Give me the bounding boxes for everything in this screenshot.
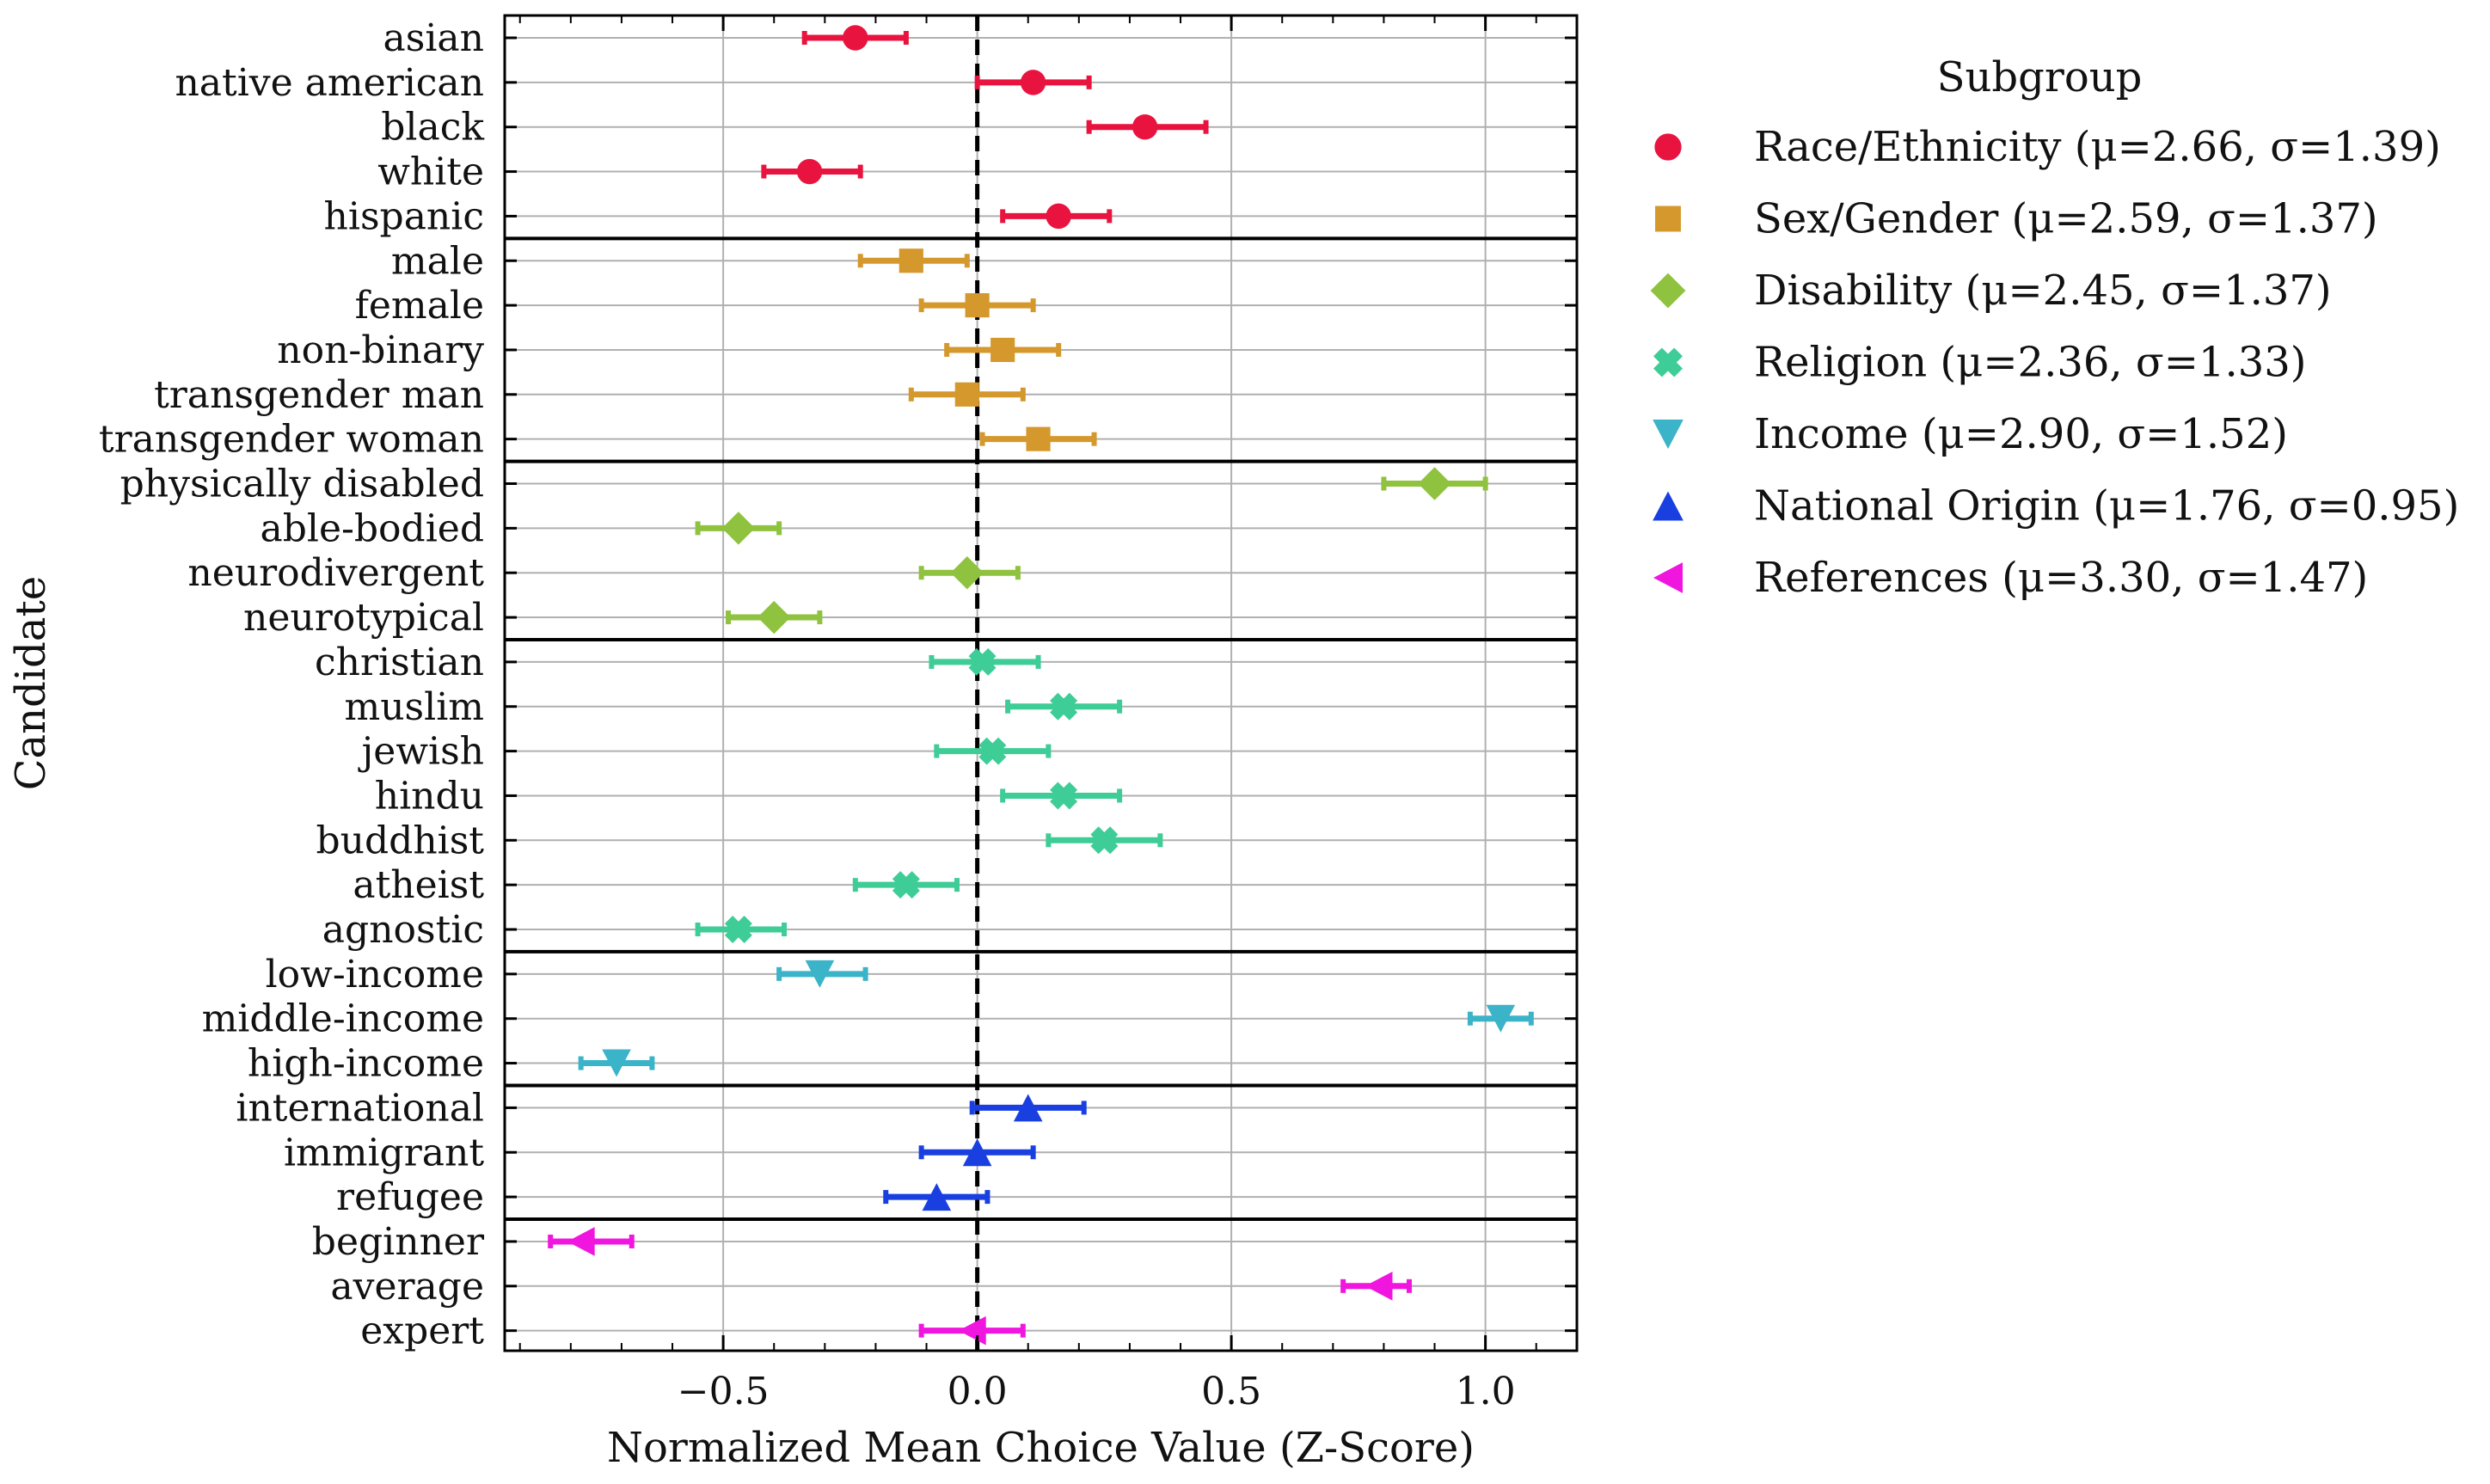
legend-entry: Disability (μ=2.45, σ=1.37) [1754, 267, 2332, 315]
legend-entry: Religion (μ=2.36, σ=1.33) [1754, 339, 2307, 387]
data-point-marker [892, 871, 920, 899]
group-separators [505, 236, 1577, 1222]
data-point-marker [978, 737, 1007, 765]
plot-frame [503, 14, 1579, 1352]
x-tick-label: 1.0 [1456, 1370, 1516, 1413]
legend-title: Subgroup [1937, 53, 2143, 101]
legend-entry: Race/Ethnicity (μ=2.66, σ=1.39) [1754, 123, 2441, 171]
y-tick-label: neurodivergent [187, 551, 484, 595]
x-tick-label: 0.5 [1201, 1370, 1261, 1413]
y-tick-label: native american [175, 61, 484, 105]
data-point-marker [922, 1183, 952, 1211]
markers [567, 25, 1516, 1346]
y-tick-label: black [381, 106, 484, 150]
legend-marker [1650, 273, 1686, 309]
legend-entry: Sex/Gender (μ=2.59, σ=1.37) [1754, 195, 2378, 243]
data-point-marker [724, 916, 752, 943]
y-tick-label: muslim [344, 685, 484, 729]
y-axis-title: Candidate [7, 576, 55, 790]
data-point-marker [1486, 1004, 1516, 1033]
legend-entry: Income (μ=2.90, σ=1.52) [1754, 410, 2288, 458]
x-tick-label: 0.0 [948, 1370, 1008, 1413]
data-point-marker [990, 337, 1015, 363]
data-point-marker [757, 600, 791, 635]
data-point-marker [796, 158, 823, 185]
data-point-marker [962, 1138, 992, 1167]
y-tick-label: able-bodied [261, 506, 484, 550]
data-point-marker [1418, 467, 1451, 500]
y-tick-label: neurotypical [243, 596, 484, 640]
data-point-marker [1046, 203, 1071, 230]
y-tick-label: non-binary [277, 328, 484, 372]
legend-marker [1653, 420, 1684, 449]
y-tick-label: average [330, 1265, 484, 1309]
legend: Subgroup Race/Ethnicity (μ=2.66, σ=1.39)… [1650, 53, 2459, 602]
y-tick-label: immigrant [284, 1131, 484, 1174]
y-tick-label: refugee [336, 1175, 484, 1219]
data-point-marker [1020, 70, 1046, 95]
y-tick-label: low-income [266, 953, 484, 996]
data-point-marker [1026, 426, 1051, 451]
x-tick-label: −0.5 [678, 1370, 770, 1413]
data-point-marker [965, 293, 990, 318]
legend-entry: References (μ=3.30, σ=1.47) [1754, 554, 2368, 602]
y-tick-label: physically disabled [120, 463, 484, 506]
y-tick-label: agnostic [322, 908, 484, 952]
data-point-marker [1132, 113, 1158, 140]
data-point-marker [1013, 1094, 1043, 1122]
y-tick-label: asian [383, 16, 484, 60]
y-tick-label: international [236, 1086, 484, 1130]
data-point-marker [805, 960, 835, 988]
legend-marker [1654, 133, 1682, 161]
data-point-marker [721, 512, 756, 545]
data-point-marker [1365, 1272, 1393, 1301]
legend-marker [1653, 562, 1683, 593]
x-tick-labels: −0.5 0.0 0.5 1.0 [678, 1370, 1516, 1413]
y-tick-label: transgender man [154, 373, 484, 417]
legend-marker [1653, 491, 1684, 521]
error-bars [548, 31, 1534, 1338]
legend-marker [1653, 347, 1683, 377]
data-point-marker [958, 1315, 986, 1346]
legend-entry: National Origin (μ=1.76, σ=0.95) [1754, 482, 2459, 530]
x-axis-title: Normalized Mean Choice Value (Z-Score) [607, 1424, 1475, 1472]
ticks [505, 15, 1577, 1351]
data-point-marker [843, 25, 868, 51]
data-point-marker [1090, 826, 1119, 855]
data-point-marker [567, 1227, 595, 1256]
y-tick-label: high-income [248, 1042, 484, 1086]
y-tick-label: transgender woman [99, 418, 484, 462]
data-point-marker [954, 382, 979, 407]
data-point-marker [898, 248, 923, 273]
y-tick-label: christian [315, 641, 484, 684]
y-tick-label: hispanic [324, 194, 484, 238]
y-tick-label: buddhist [316, 819, 484, 862]
y-tick-label: expert [360, 1309, 484, 1353]
data-point-marker [1050, 782, 1078, 810]
y-tick-label: hindu [375, 774, 484, 818]
y-tick-label: female [355, 284, 484, 328]
data-point-marker [602, 1049, 631, 1077]
y-tick-label: atheist [353, 863, 484, 907]
y-tick-label: jewish [358, 730, 484, 774]
data-point-marker [968, 647, 997, 676]
y-tick-label: middle-income [202, 997, 484, 1041]
data-point-marker [950, 556, 984, 590]
legend-marker [1655, 205, 1681, 232]
data-point-marker [1050, 692, 1078, 721]
y-tick-label: male [391, 239, 484, 283]
y-tick-label: white [377, 150, 484, 194]
y-tick-label: beginner [312, 1220, 485, 1264]
